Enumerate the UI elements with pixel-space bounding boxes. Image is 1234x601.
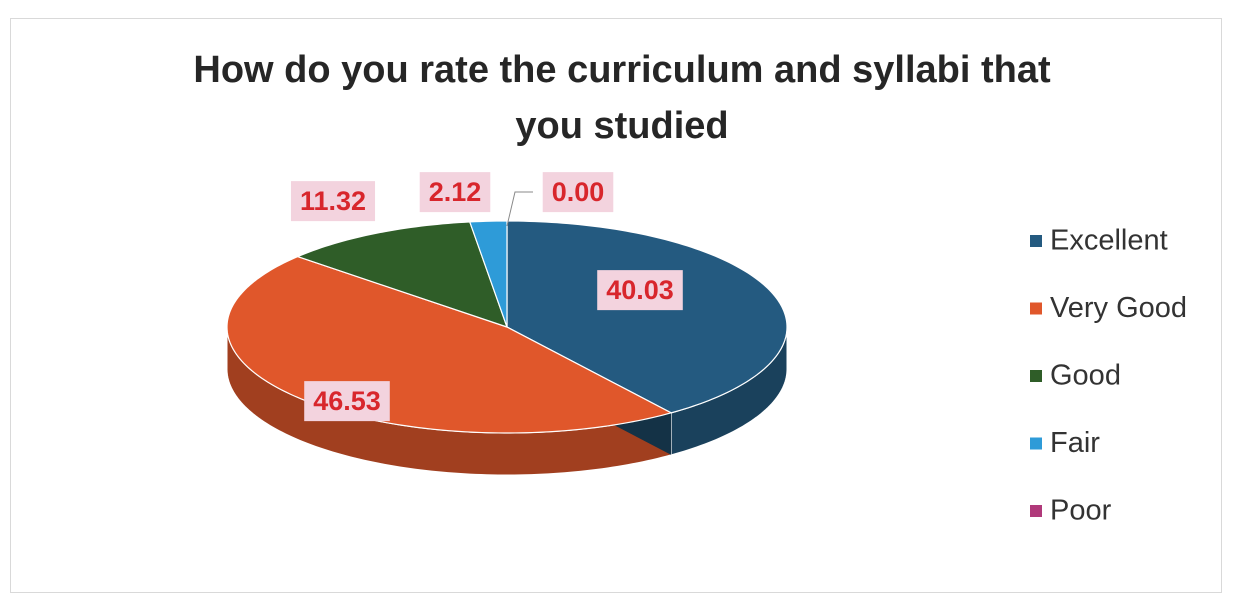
legend-swatch: [1030, 302, 1042, 315]
data-label-bg: [597, 270, 683, 311]
chart-title: How do you rate the curriculum and sylla…: [193, 49, 1051, 147]
legend-swatch: [1030, 370, 1042, 382]
slice: [295, 221, 508, 328]
legend-swatch: [1030, 235, 1042, 247]
legend-label: Good: [1050, 360, 1121, 392]
slice: [506, 220, 788, 414]
leader-line: [506, 191, 533, 227]
legend-swatch: [1030, 437, 1042, 450]
data-label-bg: [290, 181, 376, 222]
legend-label: Very Good: [1050, 292, 1187, 324]
legend-swatch: [1030, 505, 1042, 517]
data-label-bg: [419, 172, 491, 213]
legend-label: Fair: [1050, 427, 1100, 459]
data-label: 40.03: [606, 275, 674, 305]
data-label: 46.53: [313, 386, 381, 416]
data-label: 0.00: [552, 177, 605, 207]
data-label: 2.12: [429, 177, 482, 207]
data-label-bg: [542, 172, 614, 213]
chart-frame: [10, 18, 1222, 593]
data-label-bg: [304, 381, 390, 422]
data-label: 11.32: [300, 186, 366, 216]
slice: [468, 220, 508, 328]
legend-label: Excellent: [1050, 225, 1168, 257]
legend-label: Poor: [1050, 495, 1112, 527]
